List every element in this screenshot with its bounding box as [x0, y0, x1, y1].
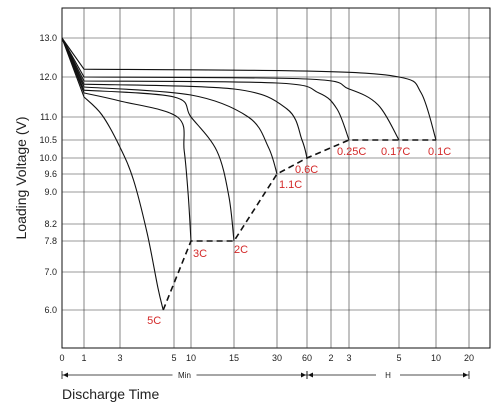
series-curve-0-6C — [61, 37, 308, 159]
y-tick-label: 9.6 — [44, 169, 57, 179]
x-tick-label: 0 — [59, 353, 64, 363]
series-curve-3C — [61, 37, 192, 242]
x-tick-label: 3 — [117, 353, 122, 363]
x-tick-label: 10 — [186, 353, 196, 363]
end-voltage-dashed-line — [162, 139, 436, 311]
series-label-2C: 2C — [234, 244, 248, 256]
series-label-3C: 3C — [193, 248, 207, 260]
y-tick-label: 10.5 — [39, 135, 57, 145]
grid — [61, 7, 491, 349]
series-label-0-6C: 0.6C — [295, 164, 318, 176]
y-tick-label: 6.0 — [44, 305, 57, 315]
x-tick-label: 30 — [272, 353, 282, 363]
x-tick-label: 1 — [81, 353, 86, 363]
series-curve-2C — [61, 37, 235, 242]
x-tick-label: 5 — [396, 353, 401, 363]
series-labels: 5C 3C 2C 1.1C 0.6C 0.25C 0.17C 0.1C — [147, 146, 451, 327]
series-curve-0-17C — [61, 37, 400, 141]
span-arrow-right — [463, 372, 468, 378]
series-label-0-17C: 0.17C — [381, 146, 410, 158]
x-axis-title: Discharge Time — [62, 386, 159, 402]
series-curve-0-1C — [61, 37, 437, 141]
series-label-1-1C: 1.1C — [279, 179, 302, 191]
series-curve-1-1C — [61, 37, 278, 175]
series-label-0-25C: 0.25C — [337, 146, 366, 158]
y-tick-label: 7.8 — [44, 236, 57, 246]
x-tick-label: 20 — [464, 353, 474, 363]
span-arrow-left — [63, 372, 68, 378]
y-tick-label: 7.0 — [44, 267, 57, 277]
x-tick-label: 2 — [328, 353, 333, 363]
span-label: H — [385, 371, 391, 380]
series-curve-0-25C — [61, 37, 350, 141]
x-tick-label: 10 — [431, 353, 441, 363]
y-tick-label: 9.0 — [44, 187, 57, 197]
y-tick-label: 8.2 — [44, 219, 57, 229]
y-axis-title: Loading Voltage (V) — [13, 117, 29, 240]
span-arrow-right — [301, 372, 306, 378]
series-label-0-1C: 0.1C — [428, 146, 451, 158]
x-tick-label: 60 — [302, 353, 312, 363]
series-curve-5C — [61, 37, 164, 311]
axes: 6.0 7.0 7.8 8.2 9.0 9.6 10.0 10.5 11.0 12.0 13.0 0 1… — [39, 33, 474, 380]
span-label: Min — [178, 371, 191, 380]
x-tick-label: 5 — [171, 353, 176, 363]
span-arrow-left — [308, 372, 313, 378]
y-tick-label: 13.0 — [39, 33, 57, 43]
plot-frame — [61, 7, 491, 349]
x-tick-label: 15 — [229, 353, 239, 363]
end-voltage-line — [162, 139, 436, 311]
y-tick-label: 12.0 — [39, 72, 57, 82]
series-label-5C: 5C — [147, 315, 161, 327]
series-curves — [61, 37, 437, 311]
y-tick-label: 11.0 — [40, 112, 57, 122]
x-tick-label: 3 — [346, 353, 351, 363]
y-tick-label: 10.0 — [39, 153, 57, 163]
